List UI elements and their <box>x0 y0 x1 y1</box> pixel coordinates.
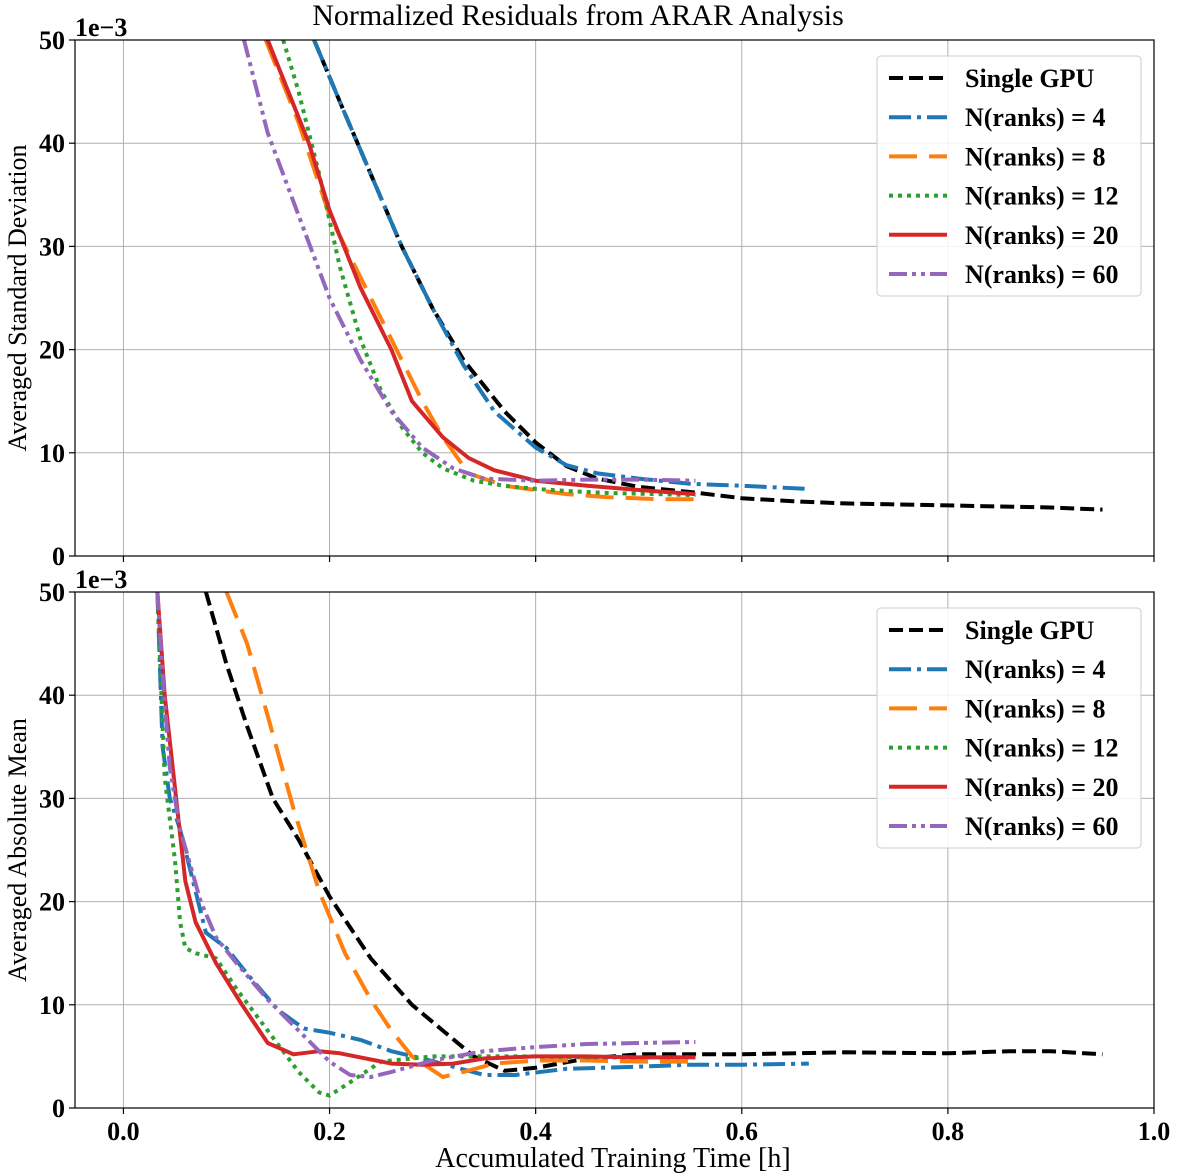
x-tick-label: 1.0 <box>1138 1117 1171 1146</box>
top-legend: Single GPU N(ranks) = 4 N(ranks) = 8 N(rank… <box>876 55 1142 297</box>
top-y-tick-label: 0 <box>52 542 65 571</box>
top-y-tick-label: 50 <box>39 26 65 55</box>
top-panel: 0 10 20 30 40 50 1e−3 Averaged Standard Devia… <box>3 13 1155 571</box>
top-legend-label-2: N(ranks) = 8 <box>965 142 1106 171</box>
top-legend-label-0: Single GPU <box>965 64 1095 93</box>
bottom-series-line-4 <box>155 592 696 1067</box>
top-ticks: 0 10 20 30 40 50 <box>39 26 1155 571</box>
bottom-panel: 0.0 0.2 0.4 0.6 0.8 1.0 0 10 20 30 40 50 1e−3 Avera… <box>3 565 1170 1146</box>
bottom-y-tick-label: 10 <box>39 991 65 1020</box>
top-legend-label-4: N(ranks) = 20 <box>965 221 1119 250</box>
top-y-tick-label: 30 <box>39 232 65 261</box>
bottom-ticks: 0.0 0.2 0.4 0.6 0.8 1.0 0 10 20 30 40 50 <box>39 578 1170 1146</box>
top-y-tick-label: 40 <box>39 129 65 158</box>
top-y-tick-label: 20 <box>39 336 65 365</box>
x-tick-label: 0.8 <box>932 1117 965 1146</box>
top-legend-label-3: N(ranks) = 12 <box>965 182 1119 211</box>
bottom-legend-label-2: N(ranks) = 8 <box>965 694 1106 723</box>
x-axis-label: Accumulated Training Time [h] <box>435 1143 790 1174</box>
bottom-series-line-3 <box>155 592 696 1098</box>
bottom-y-tick-label: 30 <box>39 784 65 813</box>
bottom-axes-frame <box>74 591 1155 1109</box>
top-series-line-5 <box>242 40 696 483</box>
bottom-series <box>155 592 1103 1098</box>
bottom-y-tick-label: 40 <box>39 681 65 710</box>
x-tick-label: 0.6 <box>726 1117 759 1146</box>
x-tick-label: 0.4 <box>519 1117 552 1146</box>
bottom-y-offset-label: 1e−3 <box>75 565 127 594</box>
bottom-legend-label-5: N(ranks) = 60 <box>965 812 1119 841</box>
top-series <box>242 40 1103 512</box>
top-y-tick-label: 10 <box>39 439 65 468</box>
top-y-axis-label: Averaged Standard Deviation <box>3 144 32 451</box>
bottom-legend: Single GPU N(ranks) = 4 N(ranks) = 8 N(rank… <box>876 607 1142 849</box>
top-series-line-3 <box>281 40 696 498</box>
bottom-series-line-1 <box>155 592 809 1077</box>
top-y-offset-label: 1e−3 <box>75 13 127 42</box>
bottom-y-tick-label: 50 <box>39 578 65 607</box>
bottom-legend-label-0: Single GPU <box>965 616 1095 645</box>
bottom-legend-label-3: N(ranks) = 12 <box>965 734 1119 763</box>
top-series-line-4 <box>265 40 696 497</box>
x-tick-label: 0.2 <box>313 1117 346 1146</box>
bottom-series-line-2 <box>224 592 696 1079</box>
top-legend-label-5: N(ranks) = 60 <box>965 260 1119 289</box>
top-legend-label-1: N(ranks) = 4 <box>965 103 1106 132</box>
bottom-y-axis-label: Averaged Absolute Mean <box>3 718 32 982</box>
chart-title: Normalized Residuals from ARAR Analysis <box>312 0 844 32</box>
top-series-line-2 <box>263 40 696 502</box>
bottom-series-line-5 <box>155 592 696 1079</box>
bottom-y-tick-label: 0 <box>52 1094 65 1123</box>
bottom-series-line-0 <box>203 592 1103 1073</box>
top-axes-frame <box>74 39 1155 557</box>
bottom-y-tick-label: 20 <box>39 888 65 917</box>
x-tick-label: 0.0 <box>107 1117 140 1146</box>
bottom-legend-label-4: N(ranks) = 20 <box>965 773 1119 802</box>
top-series-line-1 <box>312 40 809 491</box>
bottom-legend-label-1: N(ranks) = 4 <box>965 655 1106 684</box>
